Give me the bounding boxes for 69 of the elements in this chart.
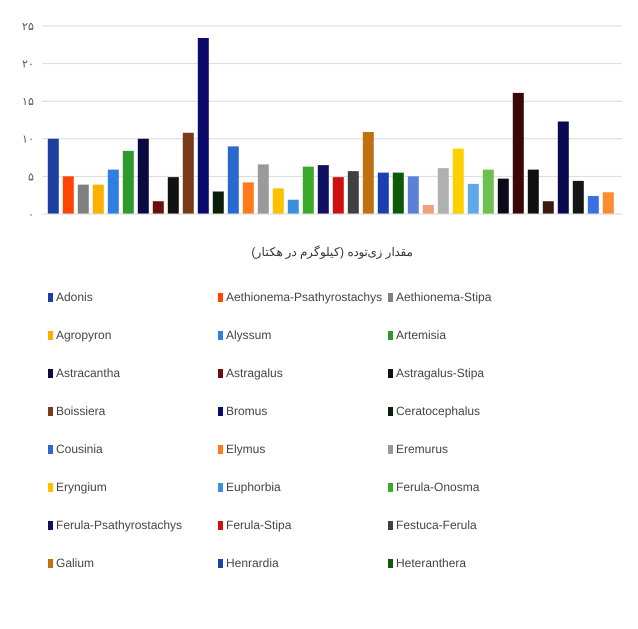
bar [422,204,434,214]
legend-label: Aethionema-Psathyrostachys [226,290,382,304]
bar [212,191,224,214]
bar [528,170,539,214]
legend-label: Alyssum [226,328,272,342]
legend-label: Heteranthera [396,556,466,570]
bar [138,138,149,214]
bar [108,170,119,214]
bar [198,38,209,214]
y-tick-label: ۲۰ [22,58,34,71]
legend-label: Cousinia [56,442,103,456]
legend-label: Ferula-Stipa [226,518,292,532]
bar [182,132,194,214]
bar [542,201,554,214]
legend-label: Ferula-Onosma [396,480,480,494]
bar [332,177,344,214]
bar [602,192,614,214]
legend-label: Henrardia [226,556,279,570]
legend-label: Ferula-Psathyrostachys [56,518,182,532]
legend-label: Elymus [226,442,266,456]
y-tick-label: ۱۰ [22,134,34,146]
bar [378,172,389,214]
legend-label: Boissiera [56,404,106,418]
bar [152,201,164,214]
legend-label: Agropyron [56,328,112,342]
bar [168,177,179,214]
y-tick-label: ۰ [28,208,34,221]
legend-label: Festuca-Ferula [396,518,477,532]
bar [62,176,74,214]
bar [362,132,374,214]
legend-label: Aethionema-Stipa [396,290,492,304]
y-tick-label: ۲۵ [22,20,34,33]
bar [392,172,404,214]
bar [468,184,479,214]
legend-label: Eremurus [396,442,448,456]
bar [498,178,509,214]
legend-label: Galium [56,556,94,570]
bar [122,150,134,214]
legend-label: Artemisia [396,328,446,342]
legend-label: Astragalus-Stipa [396,366,484,380]
bar [78,184,89,214]
legend-label: Astracantha [56,366,120,380]
x-axis-title: مقدار زی‌توده (کیلوگرم در هکتار) [251,245,413,259]
bar [272,188,284,214]
y-tick-label: ۵ [28,171,34,184]
bar [302,166,314,214]
bar [92,184,104,214]
bar [318,165,329,214]
bar [288,200,299,214]
bar [348,171,359,214]
bar [242,182,254,214]
bar [48,138,59,214]
bar [258,164,269,214]
bar [452,148,464,214]
legend-label: Euphorbia [226,480,281,494]
bar [228,146,239,214]
bar [438,168,449,214]
bar [408,176,419,214]
legend-label: Bromus [226,404,268,418]
legend-label: Ceratocephalus [396,404,480,418]
y-tick-label: ۱۵ [22,96,34,108]
legend-label: Adonis [56,290,93,304]
legend-label: Eryngium [56,480,107,494]
bar [558,122,569,214]
bar [482,170,494,214]
bar [588,196,599,214]
bar [572,180,584,214]
bar [512,92,524,214]
legend-label: Astragalus [226,366,283,380]
